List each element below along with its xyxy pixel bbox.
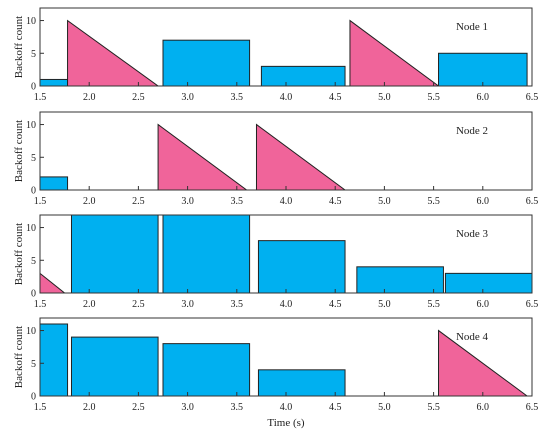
x-tick-label: 5.0 xyxy=(378,196,391,207)
y-tick-label: 5 xyxy=(31,153,36,164)
panel-marks xyxy=(40,323,528,396)
x-tick-label: 6.0 xyxy=(477,299,490,310)
panel-marks xyxy=(40,19,528,86)
backoff-countdown-triangle xyxy=(40,272,66,293)
backoff-bar xyxy=(162,343,251,396)
panel-node-3: 0 5 10 1.5 2.0 2.5 3.0 3.5 4.0 4.5 5.0 5.5 6.0 6.5 Nod… xyxy=(13,214,538,310)
panel-marks xyxy=(40,215,532,293)
x-tick-label: 4.5 xyxy=(329,196,342,207)
backoff-countdown-triangle xyxy=(438,329,528,396)
x-tick-label: 3.5 xyxy=(231,402,244,413)
y-tick-label: 5 xyxy=(31,49,36,60)
x-tick-label: 3.5 xyxy=(231,196,244,207)
y-tick-label: 5 xyxy=(31,256,36,267)
y-axis-title: Backoff count xyxy=(13,326,25,388)
y-tick-label: 0 xyxy=(31,186,36,197)
backoff-countdown-triangle xyxy=(157,123,248,190)
backoff-bar xyxy=(438,52,528,86)
y-tick-label: 0 xyxy=(31,82,36,93)
x-tick-label: 2.5 xyxy=(132,92,145,103)
backoff-bar xyxy=(70,336,159,396)
panel-node-2: 0 5 10 1.5 2.0 2.5 3.0 3.5 4.0 4.5 5.0 5.5 6.0 6.5 Nod… xyxy=(13,111,539,207)
x-tick-label: 4.5 xyxy=(329,402,342,413)
x-tick-label: 3.0 xyxy=(181,196,194,207)
x-tick-label: 6.0 xyxy=(477,402,490,413)
y-tick-label: 10 xyxy=(26,223,36,234)
x-tick-label: 6.0 xyxy=(477,196,490,207)
x-axis-title: Time (s) xyxy=(267,417,305,429)
x-tick-label: 3.0 xyxy=(181,299,194,310)
panel-node-4: 0 5 10 1.5 2.0 2.5 3.0 3.5 4.0 4.5 5.0 5.5 6.0 6.5 Nod… xyxy=(13,317,539,413)
x-tick-label: 2.5 xyxy=(132,402,145,413)
x-tick-label: 5.5 xyxy=(427,196,440,207)
x-tick-label: 6.5 xyxy=(526,92,539,103)
x-tick-label: 5.0 xyxy=(378,402,391,413)
y-tick-label: 10 xyxy=(26,16,36,27)
x-tick-label: 5.5 xyxy=(427,92,440,103)
panel-marks xyxy=(40,123,346,190)
backoff-bar xyxy=(260,65,346,86)
x-tick-label: 2.0 xyxy=(83,299,96,310)
x-tick-label: 2.0 xyxy=(83,402,96,413)
x-tick-label: 4.0 xyxy=(280,92,293,103)
x-tick-label: 6.5 xyxy=(526,299,539,310)
x-tick-label: 6.5 xyxy=(526,402,539,413)
x-tick-label: 1.5 xyxy=(34,402,47,413)
panel-node-1: 0 5 10 1.5 2.0 2.5 3.0 3.5 4.0 4.5 5.0 5.5 6.0 6.5 Nod… xyxy=(13,7,539,103)
backoff-bar xyxy=(70,215,159,293)
x-tick-label: 4.0 xyxy=(280,402,293,413)
x-tick-label: 4.5 xyxy=(329,299,342,310)
y-tick-label: 10 xyxy=(26,120,36,131)
x-tick-label: 5.0 xyxy=(378,299,391,310)
y-axis-title: Backoff count xyxy=(13,16,25,78)
y-tick-label: 10 xyxy=(26,326,36,337)
backoff-bar xyxy=(40,78,69,86)
x-tick-label: 5.5 xyxy=(427,402,440,413)
x-tick-label: 5.0 xyxy=(378,92,391,103)
x-tick-label: 3.0 xyxy=(181,402,194,413)
x-tick-label: 1.5 xyxy=(34,92,47,103)
x-tick-label: 5.5 xyxy=(427,299,440,310)
x-tick-label: 1.5 xyxy=(34,299,47,310)
y-axis-title: Backoff count xyxy=(13,120,25,182)
panel-label: Node 4 xyxy=(456,331,489,343)
x-tick-label: 4.5 xyxy=(329,92,342,103)
backoff-bar xyxy=(356,266,444,293)
x-tick-label: 3.0 xyxy=(181,92,194,103)
x-tick-label: 4.0 xyxy=(280,299,293,310)
backoff-countdown-triangle xyxy=(255,123,346,190)
panel-label: Node 3 xyxy=(456,228,489,240)
x-tick-label: 3.5 xyxy=(231,299,244,310)
x-tick-label: 6.5 xyxy=(526,196,539,207)
panel-label: Node 2 xyxy=(456,125,488,137)
y-axis-title: Backoff count xyxy=(13,223,25,285)
backoff-countdown-triangle xyxy=(349,19,440,86)
x-tick-label: 2.0 xyxy=(83,196,96,207)
x-tick-label: 2.0 xyxy=(83,92,96,103)
backoff-bar xyxy=(40,323,69,396)
y-tick-label: 0 xyxy=(31,289,36,300)
x-tick-label: 2.5 xyxy=(132,196,145,207)
backoff-bar xyxy=(257,369,346,396)
y-tick-label: 0 xyxy=(31,392,36,403)
x-tick-label: 2.5 xyxy=(132,299,145,310)
panel-label: Node 1 xyxy=(456,21,488,33)
backoff-bar xyxy=(257,240,346,293)
backoff-bar xyxy=(444,272,532,293)
x-tick-label: 1.5 xyxy=(34,196,47,207)
backoff-countdown-triangle xyxy=(67,19,159,86)
backoff-bar xyxy=(162,215,251,293)
y-tick-label: 5 xyxy=(31,359,36,370)
backoff-bar xyxy=(162,39,251,86)
backoff-bar xyxy=(40,176,69,190)
x-tick-label: 3.5 xyxy=(231,92,244,103)
x-tick-label: 6.0 xyxy=(477,92,490,103)
x-tick-label: 4.0 xyxy=(280,196,293,207)
